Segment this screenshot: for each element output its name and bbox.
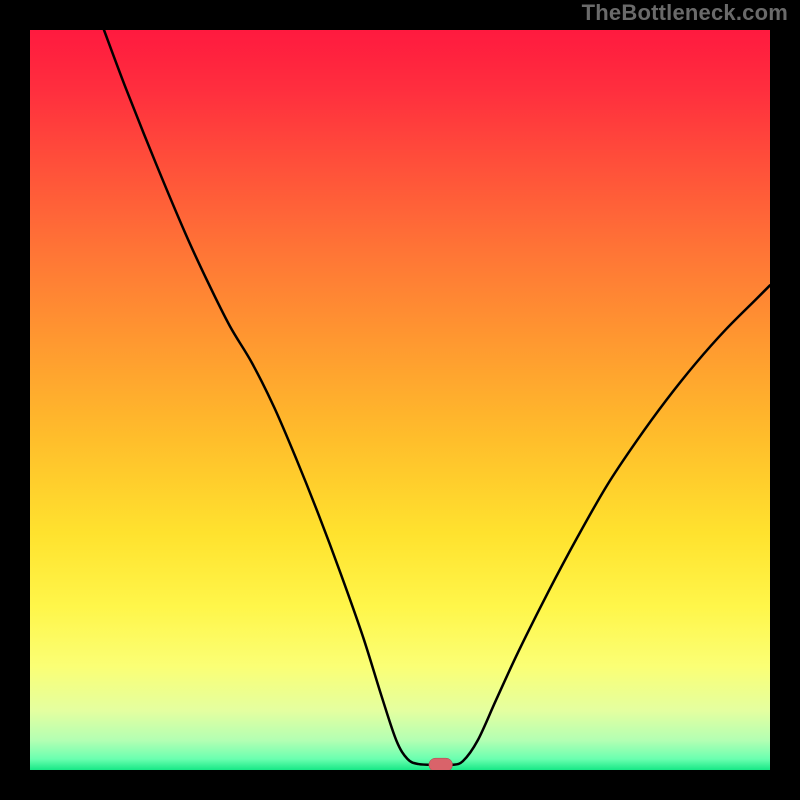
chart-container: TheBottleneck.com (0, 0, 800, 800)
watermark-label: TheBottleneck.com (582, 0, 788, 26)
chart-background (30, 30, 770, 770)
chart-svg (30, 30, 770, 770)
min-marker (429, 758, 453, 770)
plot-area (30, 30, 770, 770)
